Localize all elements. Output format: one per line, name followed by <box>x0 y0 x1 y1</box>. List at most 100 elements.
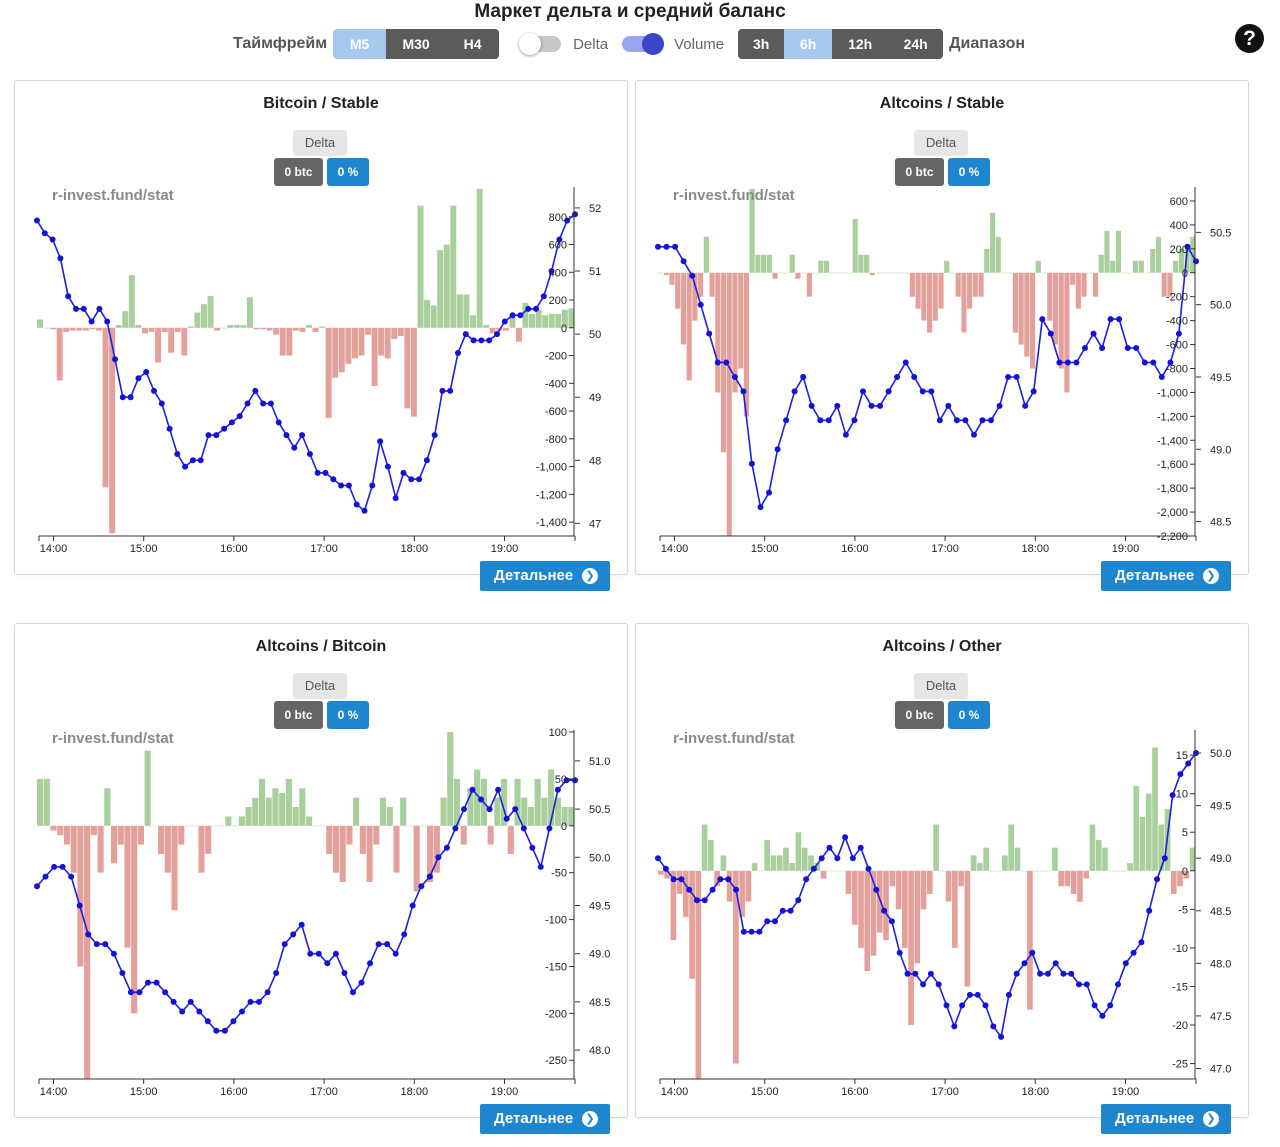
volume-toggle[interactable] <box>622 33 665 55</box>
balance-point <box>298 921 305 928</box>
x-tick-label: 15:00 <box>751 1086 779 1098</box>
delta-bar <box>1173 260 1179 273</box>
balance-point <box>435 854 442 861</box>
timeframe-m5-button[interactable]: M5 <box>333 29 387 59</box>
balance-point <box>572 777 578 784</box>
balance-point <box>59 863 66 870</box>
delta-bar <box>945 870 952 902</box>
balance-point <box>842 834 849 841</box>
delta-bar <box>404 327 411 409</box>
delta-bar <box>1138 260 1144 273</box>
chevron-right-icon: ❯ <box>1203 568 1219 584</box>
delta-bar <box>135 325 142 328</box>
delta-bar <box>476 189 483 328</box>
y-left-tick-label: -25 <box>1172 1059 1188 1071</box>
balance-point <box>439 387 446 394</box>
balance-point <box>748 460 755 467</box>
balance-point <box>119 970 126 976</box>
balance-point <box>817 417 824 424</box>
delta-bar <box>669 272 675 285</box>
balance-point <box>369 482 376 489</box>
delta-bar <box>292 807 299 826</box>
balance-point <box>34 217 40 224</box>
delta-bar <box>332 327 339 378</box>
delta-bar <box>738 272 744 369</box>
delta-bar <box>144 750 151 826</box>
delta-bar <box>1081 272 1087 297</box>
range-3h-button[interactable]: 3h <box>738 29 785 59</box>
panel-title: Bitcoin / Stable <box>263 95 379 112</box>
help-icon[interactable]: ? <box>1235 24 1264 53</box>
balance-point <box>57 255 64 262</box>
delta-bar <box>109 327 116 534</box>
delta-bar <box>96 327 103 331</box>
balance-point <box>517 312 524 319</box>
balance-point <box>1013 970 1020 977</box>
delta-bar <box>489 327 496 334</box>
delta-bar <box>766 254 772 273</box>
balance-point <box>1047 330 1054 337</box>
details-button[interactable]: Детальнее ❯ <box>480 1104 610 1134</box>
details-button[interactable]: Детальнее ❯ <box>1101 1104 1231 1134</box>
x-tick-label: 14:00 <box>40 543 68 555</box>
delta-bar <box>939 870 946 872</box>
delta-bar <box>1064 272 1070 393</box>
balance-point <box>353 501 360 508</box>
balance-point <box>236 413 243 420</box>
y-left-tick-label: -1,400 <box>1157 435 1188 447</box>
y-left-tick-label: 600 <box>1170 196 1188 208</box>
x-tick-label: 18:00 <box>401 1086 429 1098</box>
delta-bar <box>168 327 175 353</box>
balance-point <box>158 400 165 407</box>
delta-bar <box>1002 855 1008 871</box>
balance-point <box>877 402 883 409</box>
delta-bar <box>110 825 118 864</box>
details-button[interactable]: Детальнее ❯ <box>480 561 610 591</box>
balance-point <box>136 989 143 996</box>
y-right-tick-label: 48 <box>589 455 601 467</box>
timeframe-h4-button[interactable]: H4 <box>446 29 500 59</box>
balance-point <box>1146 907 1153 914</box>
balance-point <box>533 305 539 312</box>
balance-point <box>197 457 204 464</box>
details-button[interactable]: Детальнее ❯ <box>1101 561 1231 591</box>
balance-point <box>1193 258 1199 265</box>
balance-point <box>959 1002 966 1009</box>
range-24h-button[interactable]: 24h <box>888 29 944 59</box>
balance-point <box>655 855 661 862</box>
delta-bar <box>260 327 267 330</box>
balance-point <box>252 387 259 394</box>
balance-point <box>520 825 527 832</box>
delta-bar <box>904 272 910 274</box>
delta-bar <box>131 825 138 1014</box>
delta-bar <box>1030 272 1036 369</box>
balance-point <box>1124 345 1131 351</box>
bitcoin-stable-chart: 800 600 400 200 0 -200 -400 -600 -800 -1,000 -1,20… <box>34 187 601 555</box>
range-6h-button[interactable]: 6h <box>784 29 833 59</box>
balance-point <box>655 243 661 250</box>
balance-point <box>996 402 1003 409</box>
delta-bar <box>245 807 252 826</box>
delta-bar <box>1108 870 1115 872</box>
delta-toggle[interactable] <box>519 33 562 55</box>
delta-bar <box>826 870 833 872</box>
panel-title: Altcoins / Bitcoin <box>255 638 387 655</box>
y-left-tick-label: 5 <box>1182 827 1188 839</box>
balance-point <box>73 305 79 312</box>
balance-point <box>151 387 157 394</box>
delta-bar <box>535 309 542 328</box>
y-left-tick-label: -50 <box>551 868 567 880</box>
balance-point <box>740 928 747 935</box>
delta-bar <box>995 236 1001 273</box>
delta-bar <box>191 825 198 827</box>
x-tick-label: 17:00 <box>310 543 338 555</box>
delta-bar <box>833 870 839 872</box>
timeframe-m30-button[interactable]: M30 <box>386 29 447 59</box>
delta-bar <box>814 863 821 871</box>
range-12h-button[interactable]: 12h <box>832 29 889 59</box>
chart-panel-bitcoin-stable: 800 600 400 200 0 -200 -400 -600 -800 -1,000 -1,20… <box>14 80 628 591</box>
chart-panel-altcoins-other: 15 10 5 0 -5 -10 -15 -20 -25 50.0 49.5 49.0 48.5 48.0… <box>635 623 1249 1134</box>
y-right-tick-label: 49.0 <box>1210 444 1231 456</box>
balance-point <box>857 844 864 851</box>
balance-point <box>1005 374 1012 380</box>
